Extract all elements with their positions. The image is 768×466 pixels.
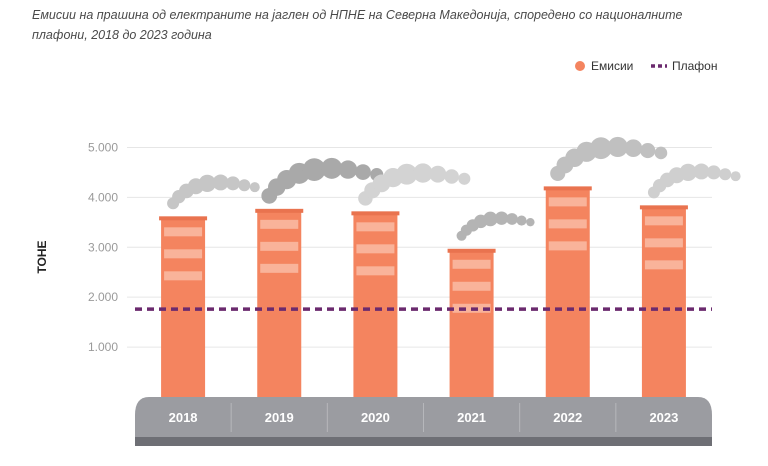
- y-axis-ticks: 1.000 2.000 3.000 4.000 5.000: [88, 140, 118, 354]
- legend-label-emisii: Емисии: [591, 59, 633, 73]
- category-base: 2018 2019 2020 2021 2022 2023: [135, 397, 712, 446]
- y-tick-label: 3.000: [88, 240, 118, 254]
- bar-cap: [447, 248, 496, 253]
- bar: [257, 209, 302, 397]
- bar-stripe: [452, 259, 491, 269]
- bar-stripe: [548, 197, 587, 207]
- x-tick-label: 2021: [457, 410, 486, 425]
- smoke-cloud: [647, 163, 741, 199]
- bar-stripe: [644, 260, 683, 270]
- bar-cap: [543, 186, 592, 191]
- bar: [641, 206, 686, 397]
- legend-label-plafon: Плафон: [672, 59, 717, 73]
- bar-stripe: [260, 219, 299, 229]
- x-tick-label: 2019: [265, 410, 294, 425]
- bar-cap: [639, 205, 688, 210]
- smoke-cloud: [167, 174, 260, 210]
- x-tick-label: 2020: [361, 410, 390, 425]
- bar: [161, 217, 206, 397]
- bar-cap: [255, 208, 304, 213]
- bar: [545, 187, 590, 397]
- grid-lines: [127, 146, 712, 348]
- smoke-cloud: [550, 136, 668, 181]
- bar-stripe: [356, 222, 395, 232]
- y-tick-label: 1.000: [88, 340, 118, 354]
- bar-stripe: [164, 227, 203, 237]
- chart-title: Емисии на прашина од електраните на јагл…: [32, 8, 683, 42]
- bar-2018: [159, 216, 208, 397]
- legend-swatch-emisii: [575, 61, 585, 71]
- bar-stripe: [356, 244, 395, 254]
- bar-stripe: [644, 238, 683, 248]
- bar-stripe: [356, 266, 395, 276]
- legend: Емисии Плафон: [575, 59, 717, 73]
- x-tick-label: 2023: [649, 410, 678, 425]
- bar-stripe: [644, 216, 683, 226]
- base-shadow: [135, 437, 712, 446]
- bar-stripe: [164, 271, 203, 281]
- bar-cap: [159, 216, 208, 221]
- bar-2019: [255, 208, 304, 397]
- bar-stripe: [548, 219, 587, 229]
- y-axis-label: ТОНЕ: [35, 240, 49, 273]
- x-tick-label: 2018: [169, 410, 198, 425]
- bar-2022: [543, 186, 592, 397]
- bar: [353, 212, 398, 397]
- bar-2023: [639, 205, 688, 397]
- x-tick-label: 2022: [553, 410, 582, 425]
- smoke-cloud: [456, 211, 535, 241]
- bar-stripe: [260, 263, 299, 273]
- bar-stripe: [548, 241, 587, 251]
- bars: [159, 186, 688, 397]
- bar-stripe: [164, 249, 203, 259]
- bar-2021: [447, 248, 496, 397]
- smoke-cloud: [261, 157, 384, 204]
- y-tick-label: 5.000: [88, 140, 118, 154]
- y-tick-label: 2.000: [88, 290, 118, 304]
- y-tick-label: 4.000: [88, 190, 118, 204]
- bar-cap: [351, 211, 400, 216]
- bar-stripe: [452, 281, 491, 291]
- smoke-clouds: [167, 136, 741, 241]
- bar-2020: [351, 211, 400, 397]
- bar: [449, 249, 494, 397]
- bar-stripe: [260, 241, 299, 251]
- smoke-cloud: [358, 163, 471, 206]
